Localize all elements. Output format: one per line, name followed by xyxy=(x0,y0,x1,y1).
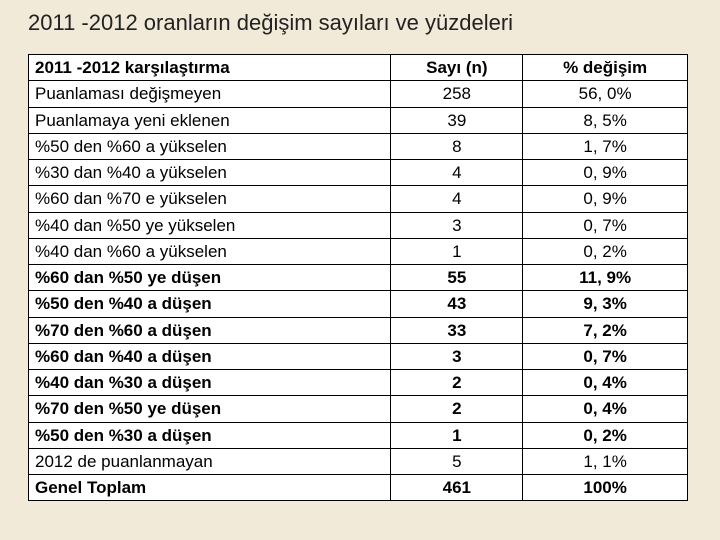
cell-percent: 0, 7% xyxy=(523,212,688,238)
cell-percent: 7, 2% xyxy=(523,317,688,343)
slide-title: 2011 -2012 oranların değişim sayıları ve… xyxy=(28,10,700,36)
cell-percent: 0, 9% xyxy=(523,160,688,186)
table-body: Puanlaması değişmeyen25856, 0%Puanlamaya… xyxy=(29,81,688,501)
table-row: %40 dan %60 a yükselen10, 2% xyxy=(29,238,688,264)
cell-percent: 0, 4% xyxy=(523,370,688,396)
cell-label: %50 den %30 a düşen xyxy=(29,422,391,448)
cell-label: Genel Toplam xyxy=(29,475,391,501)
cell-count: 1 xyxy=(391,422,523,448)
cell-label: %70 den %60 a düşen xyxy=(29,317,391,343)
cell-label: %30 dan %40 a yükselen xyxy=(29,160,391,186)
table-row: %50 den %60 a yükselen81, 7% xyxy=(29,133,688,159)
table-row: Puanlaması değişmeyen25856, 0% xyxy=(29,81,688,107)
cell-label: %40 dan %30 a düşen xyxy=(29,370,391,396)
cell-label: %50 den %60 a yükselen xyxy=(29,133,391,159)
col-header-count: Sayı (n) xyxy=(391,55,523,81)
table-row: 2012 de puanlanmayan51, 1% xyxy=(29,448,688,474)
cell-percent: 8, 5% xyxy=(523,107,688,133)
cell-count: 258 xyxy=(391,81,523,107)
table-row: %40 dan %50 ye yükselen30, 7% xyxy=(29,212,688,238)
cell-percent: 0, 4% xyxy=(523,396,688,422)
cell-count: 8 xyxy=(391,133,523,159)
cell-count: 55 xyxy=(391,265,523,291)
cell-count: 4 xyxy=(391,186,523,212)
table-row: %30 dan %40 a yükselen40, 9% xyxy=(29,160,688,186)
cell-label: %60 dan %40 a düşen xyxy=(29,343,391,369)
cell-count: 43 xyxy=(391,291,523,317)
data-table: 2011 -2012 karşılaştırma Sayı (n) % deği… xyxy=(28,54,688,501)
cell-count: 39 xyxy=(391,107,523,133)
col-header-percent: % değişim xyxy=(523,55,688,81)
cell-label: %40 dan %50 ye yükselen xyxy=(29,212,391,238)
cell-percent: 9, 3% xyxy=(523,291,688,317)
table-row: %50 den %40 a düşen439, 3% xyxy=(29,291,688,317)
cell-count: 3 xyxy=(391,212,523,238)
cell-percent: 11, 9% xyxy=(523,265,688,291)
cell-percent: 0, 2% xyxy=(523,238,688,264)
cell-count: 2 xyxy=(391,370,523,396)
table-row: %60 dan %70 e yükselen40, 9% xyxy=(29,186,688,212)
cell-count: 461 xyxy=(391,475,523,501)
cell-count: 5 xyxy=(391,448,523,474)
table-row: %60 dan %50 ye düşen5511, 9% xyxy=(29,265,688,291)
cell-percent: 0, 7% xyxy=(523,343,688,369)
slide: 2011 -2012 oranların değişim sayıları ve… xyxy=(0,0,720,501)
col-header-comparison: 2011 -2012 karşılaştırma xyxy=(29,55,391,81)
cell-count: 1 xyxy=(391,238,523,264)
cell-percent: 0, 2% xyxy=(523,422,688,448)
table-row: Puanlamaya yeni eklenen398, 5% xyxy=(29,107,688,133)
table-row: %60 dan %40 a düşen30, 7% xyxy=(29,343,688,369)
cell-percent: 1, 7% xyxy=(523,133,688,159)
cell-label: Puanlamaya yeni eklenen xyxy=(29,107,391,133)
cell-count: 33 xyxy=(391,317,523,343)
table-row: %70 den %50 ye düşen20, 4% xyxy=(29,396,688,422)
cell-label: 2012 de puanlanmayan xyxy=(29,448,391,474)
table-row: %50 den %30 a düşen10, 2% xyxy=(29,422,688,448)
table-row: Genel Toplam461100% xyxy=(29,475,688,501)
table-row: %70 den %60 a düşen337, 2% xyxy=(29,317,688,343)
cell-count: 4 xyxy=(391,160,523,186)
table-header-row: 2011 -2012 karşılaştırma Sayı (n) % deği… xyxy=(29,55,688,81)
cell-count: 2 xyxy=(391,396,523,422)
cell-label: %70 den %50 ye düşen xyxy=(29,396,391,422)
cell-label: %60 dan %50 ye düşen xyxy=(29,265,391,291)
cell-label: %40 dan %60 a yükselen xyxy=(29,238,391,264)
cell-percent: 1, 1% xyxy=(523,448,688,474)
cell-count: 3 xyxy=(391,343,523,369)
table-row: %40 dan %30 a düşen20, 4% xyxy=(29,370,688,396)
cell-percent: 56, 0% xyxy=(523,81,688,107)
cell-percent: 100% xyxy=(523,475,688,501)
cell-label: Puanlaması değişmeyen xyxy=(29,81,391,107)
cell-label: %60 dan %70 e yükselen xyxy=(29,186,391,212)
cell-percent: 0, 9% xyxy=(523,186,688,212)
cell-label: %50 den %40 a düşen xyxy=(29,291,391,317)
